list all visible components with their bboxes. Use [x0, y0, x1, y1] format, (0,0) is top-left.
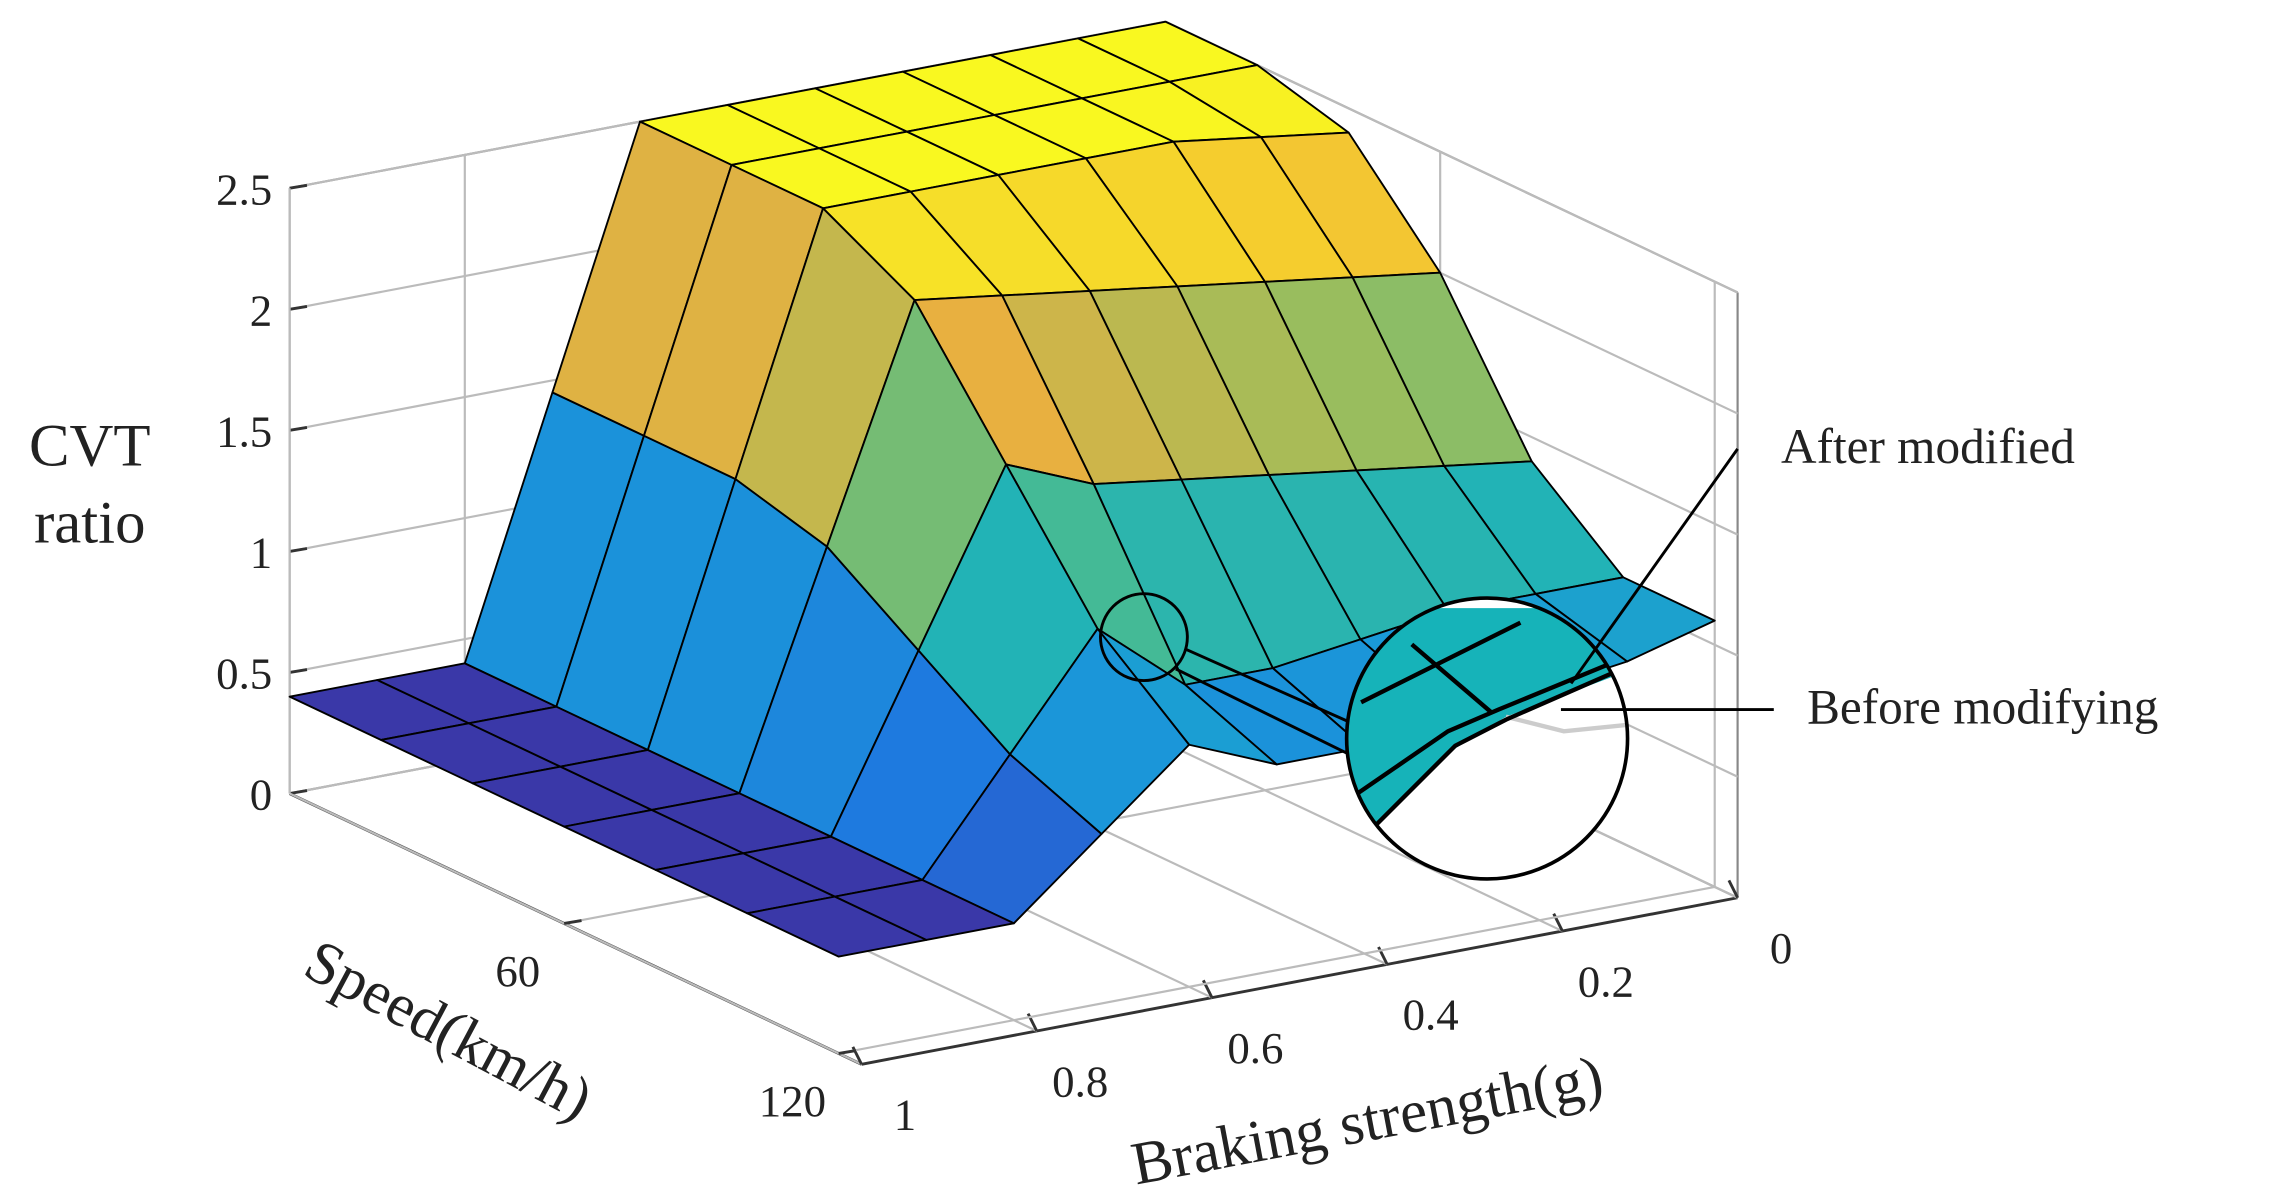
x-tick-label: 1	[894, 1090, 916, 1140]
tick-mark	[289, 183, 308, 190]
annotation: After modified	[1781, 419, 2075, 474]
tick-mark	[289, 304, 308, 311]
grid-line	[289, 792, 863, 1066]
y-tick-label: 120	[759, 1076, 826, 1126]
tick-mark	[289, 426, 308, 432]
magnifier: After modified Before modifying	[1099, 419, 2158, 881]
z-tick-label: 1.5	[216, 406, 272, 456]
z-tick-label: 2.5	[216, 164, 272, 214]
surface-cell	[746, 895, 928, 958]
plot: 0 0.5 1 1.5 2 2.5 0 0.2 0.4 0.6 0.8 1 60 120 CVT ratio S…	[29, 20, 2158, 1199]
z-tick-label: 1	[250, 527, 272, 577]
tick-mark	[838, 1049, 857, 1055]
x-tick-label: 0.4	[1403, 990, 1459, 1040]
z-tick-label: 0.5	[216, 649, 272, 699]
leader-line	[1569, 448, 1739, 685]
tick-mark	[289, 789, 308, 795]
zoom-line	[1183, 647, 1355, 726]
x-tick-label: 0.6	[1227, 1023, 1283, 1073]
y-axis-label: Speed(km/h)	[294, 927, 603, 1134]
lens-ring	[1344, 596, 1630, 881]
x-axis-label: Braking strength(g)	[1126, 1044, 1608, 1199]
zoom-spot	[1099, 592, 1189, 683]
y-tick-label: 60	[495, 946, 540, 996]
x-tick-label: 0.2	[1578, 956, 1634, 1006]
zoom-line	[1175, 667, 1362, 762]
z-axis-label: ratio	[34, 489, 145, 556]
z-tick-label: 0	[250, 770, 272, 820]
tick-mark	[1727, 879, 1739, 899]
x-tick-label: 0.8	[1052, 1056, 1108, 1106]
z-axis-label: CVT	[29, 413, 151, 480]
tick-mark	[289, 547, 308, 553]
lens-content	[1346, 608, 1628, 869]
z-tick-label: 2	[250, 285, 272, 335]
annotation: Before modifying	[1807, 680, 2158, 735]
grid-line	[838, 885, 1715, 1055]
tick-mark	[563, 919, 582, 925]
tick-mark	[289, 668, 308, 674]
axis-line	[861, 896, 1738, 1066]
x-tick-label: 0	[1770, 923, 1792, 973]
